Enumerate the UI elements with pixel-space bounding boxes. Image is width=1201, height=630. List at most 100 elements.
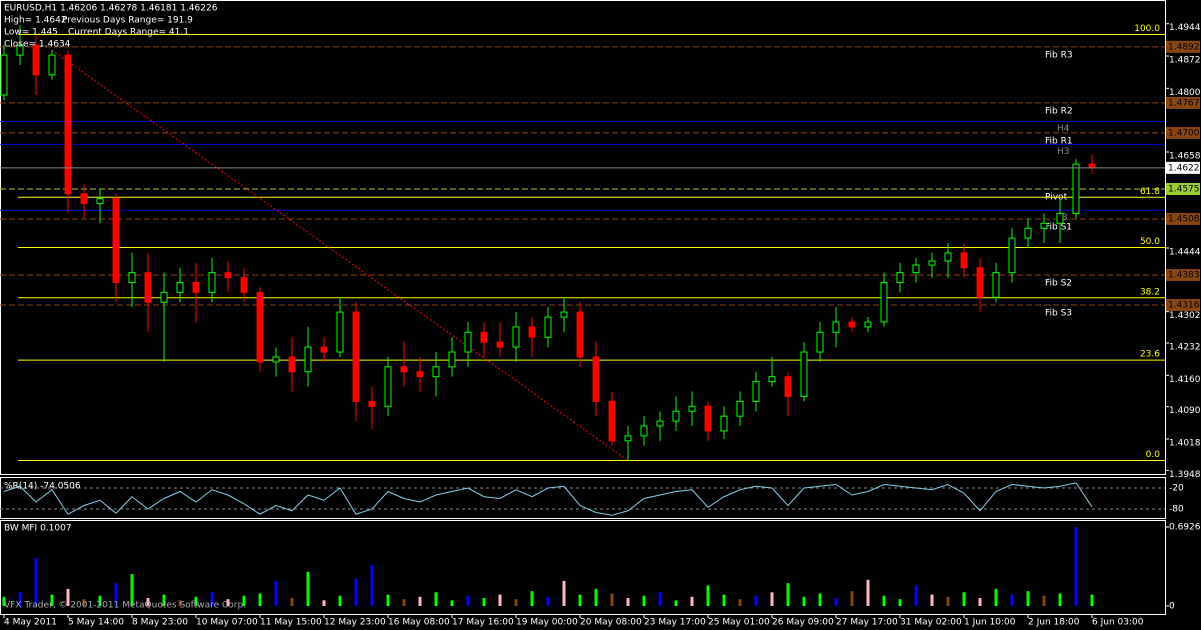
- candle-body: [672, 410, 680, 422]
- mfi-bar: [146, 598, 150, 606]
- candle-body: [1008, 237, 1016, 274]
- fib-label: 61.8: [1140, 187, 1160, 197]
- mfi-bar: [290, 598, 294, 606]
- candle-body: [864, 321, 872, 328]
- mfi-bar: [786, 583, 790, 606]
- mfi-bar: [578, 594, 582, 606]
- price-box-label: 1.48925: [1168, 42, 1201, 52]
- info-text: Close= 1.4634: [4, 40, 71, 50]
- fib-label: 100.0: [1134, 24, 1160, 34]
- mfi-bar: [690, 596, 694, 606]
- candle-body: [480, 331, 488, 343]
- main-panel: [0, 0, 1166, 475]
- y-tick-label: 1.49440: [1169, 23, 1201, 33]
- mfi-bar: [466, 595, 470, 606]
- price-box: [1166, 299, 1200, 312]
- x-tick-label: 10 May 07:00: [196, 618, 258, 628]
- x-tick-label: 23 May 17:00: [644, 618, 706, 628]
- candle-body: [592, 356, 600, 402]
- mfi-bar: [882, 595, 886, 606]
- candle-body: [800, 351, 808, 397]
- candle-body: [0, 54, 8, 96]
- candle-body: [992, 272, 1000, 298]
- price-box: [1166, 126, 1200, 139]
- candle-body: [976, 267, 984, 298]
- mfi-bar: [386, 594, 390, 606]
- candle-body: [368, 400, 376, 407]
- mfi-bar: [530, 591, 534, 606]
- candle-body: [608, 400, 616, 442]
- mfi-bar: [370, 564, 374, 606]
- candle-body: [512, 326, 520, 348]
- candle-body: [464, 331, 472, 353]
- pivot-name: Fib R2: [1045, 106, 1073, 116]
- mfi-bar: [434, 592, 438, 606]
- mfi-bar: [850, 591, 854, 606]
- mfi-bar: [898, 599, 902, 606]
- candle-body: [272, 356, 280, 363]
- mfi-bar: [658, 592, 662, 606]
- candle-body: [704, 405, 712, 432]
- y-tick-label: 1.39480: [1169, 470, 1201, 480]
- candle-body: [160, 291, 168, 303]
- x-tick-label: 6 Jun 03:00: [1092, 618, 1144, 628]
- mfi-bar: [418, 596, 422, 606]
- mfi-bar: [178, 600, 182, 606]
- mfi-bar: [210, 592, 214, 606]
- mfi-bar: [1090, 594, 1094, 606]
- x-tick-label: 26 May 09:00: [772, 618, 834, 628]
- price-box: [1166, 161, 1200, 174]
- current-price-label: 1.46226: [1168, 163, 1201, 173]
- wpr-line: [3, 482, 1093, 516]
- candle-body: [96, 198, 104, 205]
- candle-body: [304, 346, 312, 373]
- mfi-bar: [18, 592, 22, 606]
- pivot-name: Fib S1: [1045, 222, 1072, 232]
- mfi-bar: [546, 596, 550, 606]
- mfi-tick-label: 0.6926: [1169, 523, 1201, 533]
- mfi-bar: [642, 595, 646, 606]
- candle-body: [1072, 163, 1080, 214]
- candle-body: [48, 54, 56, 76]
- candle-body: [560, 311, 568, 318]
- candle-body: [224, 272, 232, 279]
- candle-body: [848, 321, 856, 328]
- mfi-bar: [2, 596, 6, 606]
- candle-body: [320, 346, 328, 353]
- candle-body: [880, 282, 888, 323]
- mfi-bar: [994, 588, 998, 606]
- y-tick-label: 1.42320: [1169, 343, 1201, 353]
- candle-body: [384, 366, 392, 407]
- y-tick-label: 1.44440: [1169, 247, 1201, 257]
- candle-body: [752, 381, 760, 402]
- candle-body: [720, 415, 728, 432]
- mfi-label: BW MFI 0.1007: [4, 524, 72, 534]
- x-tick-label: 16 May 08:00: [388, 618, 450, 628]
- trendline: [51, 49, 629, 461]
- mfi-bar: [482, 598, 486, 606]
- mfi-bar: [1026, 591, 1030, 606]
- candle-body: [944, 252, 952, 262]
- x-tick-label: 17 May 16:00: [452, 618, 514, 628]
- candle-body: [960, 252, 968, 269]
- candle-body: [448, 351, 456, 368]
- price-box-label: 1.45087: [1168, 214, 1201, 224]
- candle-body: [288, 356, 296, 373]
- price-box-label: 1.43168: [1168, 301, 1201, 311]
- candle-body: [64, 54, 72, 195]
- price-box-label: 1.43836: [1168, 271, 1201, 281]
- mfi-bar: [338, 595, 342, 606]
- candle-body: [192, 282, 200, 293]
- candle-body: [528, 326, 536, 338]
- candle-body: [896, 272, 904, 284]
- x-tick-label: 11 May 15:00: [260, 618, 322, 628]
- candle-body: [544, 316, 552, 338]
- x-tick-label: 1 Jun 10:00: [964, 618, 1016, 628]
- candle-body: [816, 331, 824, 353]
- mfi-panel: [0, 520, 1166, 615]
- price-box: [1166, 212, 1200, 225]
- y-tick-label: 1.43020: [1169, 311, 1201, 321]
- candle-body: [240, 277, 248, 293]
- mfi-bar: [946, 596, 950, 606]
- y-tick-label: 1.48000: [1169, 88, 1201, 98]
